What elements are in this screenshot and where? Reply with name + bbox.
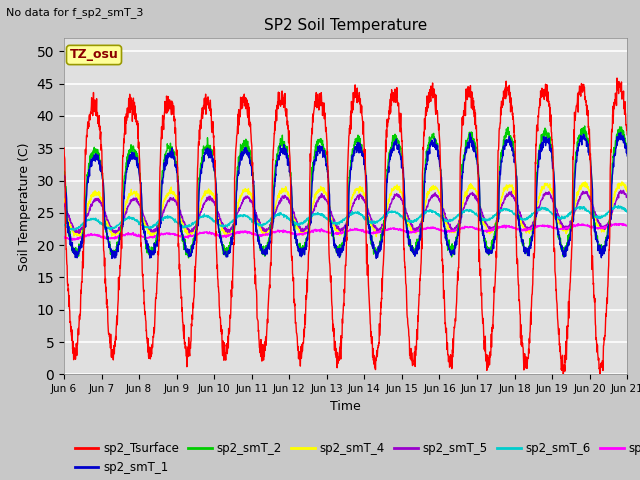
Text: TZ_osu: TZ_osu: [70, 48, 118, 61]
Legend: sp2_Tsurface, sp2_smT_1, sp2_smT_2, sp2_smT_4, sp2_smT_5, sp2_smT_6, sp2_smT_7: sp2_Tsurface, sp2_smT_1, sp2_smT_2, sp2_…: [70, 437, 640, 479]
Y-axis label: Soil Temperature (C): Soil Temperature (C): [18, 142, 31, 271]
X-axis label: Time: Time: [330, 400, 361, 413]
Text: No data for f_sp2_smT_3: No data for f_sp2_smT_3: [6, 7, 144, 18]
Title: SP2 Soil Temperature: SP2 Soil Temperature: [264, 18, 428, 33]
